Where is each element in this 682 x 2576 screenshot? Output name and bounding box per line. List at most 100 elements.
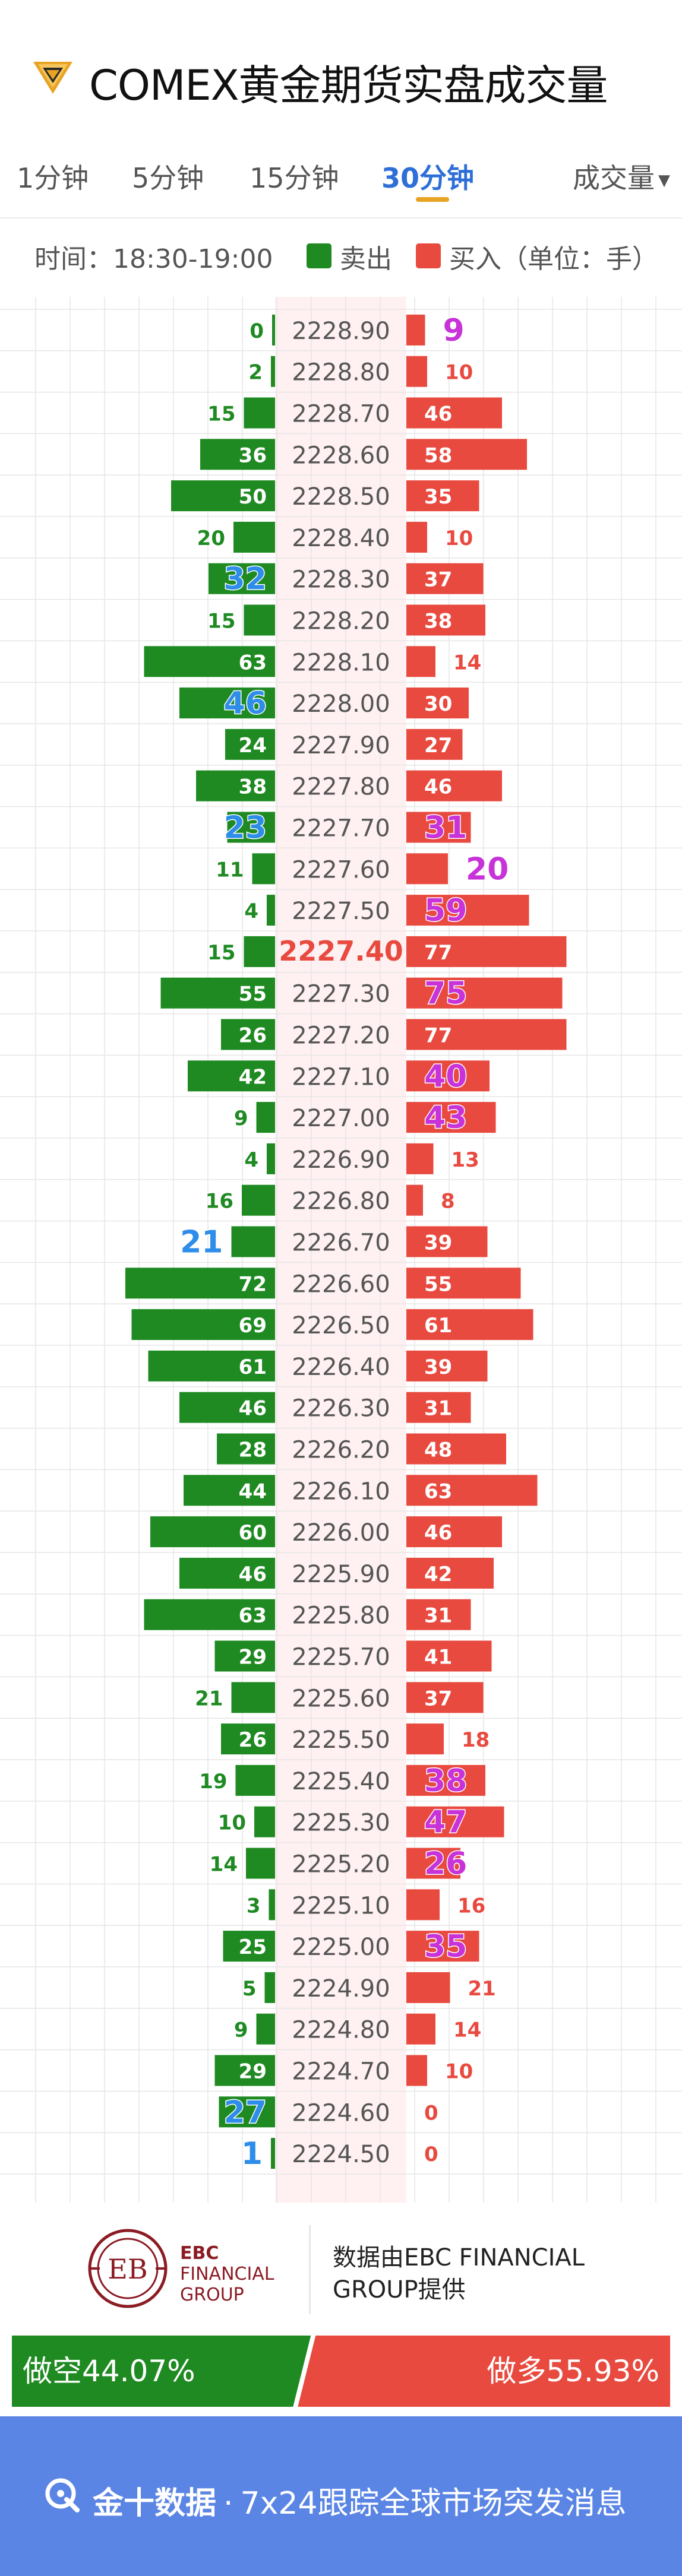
sell-value-label: 15 (207, 941, 235, 965)
buy-bar (406, 1102, 496, 1133)
price-label: 2225.80 (292, 1602, 390, 1630)
sell-bar (160, 977, 275, 1009)
tab-30min[interactable]: 30分钟 (381, 162, 475, 194)
buy-value-label: 37 (424, 1687, 452, 1710)
sell-bar (196, 770, 275, 801)
sell-value-label: 26 (239, 1728, 267, 1752)
price-label: 2225.40 (292, 1768, 390, 1795)
sell-bar (221, 1019, 275, 1050)
sell-value-label: 4 (244, 1148, 258, 1172)
buy-value-label: 38 (424, 610, 452, 633)
sell-bar (227, 812, 275, 843)
price-label: 2227.00 (292, 1105, 390, 1132)
chart-legend: 时间：18:30-19:00 卖出 买入（单位：手） (0, 224, 682, 284)
divider (0, 217, 682, 218)
buy-value-label: 38 (424, 1763, 467, 1799)
buy-value-label: 9 (443, 313, 465, 348)
sell-bar (271, 2138, 275, 2169)
buy-bar (406, 1640, 492, 1672)
sell-value-label: 0 (250, 319, 264, 343)
sell-value-label: 5 (242, 1977, 257, 2001)
sell-bar (179, 687, 275, 719)
sort-select[interactable]: 成交量 ▼ (573, 157, 670, 196)
provided-by: 数据由EBC FINANCIAL GROUP提供 (333, 2244, 585, 2303)
buy-value-label: 77 (424, 941, 452, 965)
sell-value-label: 44 (239, 1479, 267, 1503)
footer: 金十数据 · 7x24跟踪全球市场突发消息 (0, 2416, 682, 2576)
buy-value-label: 13 (451, 1148, 479, 1172)
buy-value-label: 35 (424, 485, 452, 509)
price-label: 2225.20 (292, 1851, 390, 1878)
buy-value-label: 21 (468, 1977, 496, 2001)
sell-bar (214, 1640, 275, 1672)
sell-value-label: 63 (239, 1604, 267, 1628)
price-label: 2228.20 (292, 608, 390, 635)
footer-brand: 金十数据 (93, 2486, 217, 2521)
price-label: 2228.10 (292, 649, 390, 676)
price-label: 2225.10 (292, 1892, 390, 1919)
tab-15min[interactable]: 15分钟 (250, 162, 339, 194)
price-band (275, 297, 406, 2203)
buy-bar (406, 439, 527, 470)
buy-value-label: 0 (424, 2143, 438, 2166)
buy-bar (406, 563, 484, 594)
tab-5min[interactable]: 5分钟 (132, 162, 204, 194)
sell-value-label: 29 (239, 2060, 267, 2084)
buy-value-label: 39 (424, 1231, 452, 1255)
price-label: 2225.00 (292, 1934, 390, 1961)
sell-value-label: 23 (224, 810, 267, 846)
price-label: 2227.10 (292, 1063, 390, 1091)
price-label: 2224.70 (292, 2058, 390, 2086)
price-label: 2226.10 (292, 1478, 390, 1505)
sell-legend-label: 卖出 (340, 244, 392, 274)
sell-value-label: 25 (239, 1935, 267, 1959)
tab-1min[interactable]: 1分钟 (17, 162, 89, 194)
sell-value-label: 61 (239, 1355, 267, 1379)
buy-bar (406, 1392, 471, 1423)
buy-bar (406, 1557, 494, 1589)
buy-bar (406, 1060, 490, 1092)
buy-value-label: 40 (424, 1059, 467, 1094)
buy-value-label: 75 (424, 976, 467, 1012)
price-label: 2225.30 (292, 1810, 390, 1837)
sell-bar (171, 480, 275, 512)
short-segment (12, 2336, 311, 2407)
buy-value-label: 58 (424, 443, 452, 467)
sell-value-label: 4 (244, 899, 258, 923)
sell-value-label: 72 (239, 1272, 267, 1296)
buy-value-label: 35 (424, 1929, 467, 1965)
buy-value-label: 14 (453, 2019, 481, 2042)
sell-bar (244, 604, 275, 636)
sell-value-label: 2 (248, 361, 263, 385)
sell-bar (272, 314, 275, 346)
buy-bar (406, 1309, 533, 1341)
sell-bar (256, 1102, 275, 1133)
buy-value-label: 10 (445, 527, 473, 550)
sell-bar (252, 853, 275, 885)
sell-bar (188, 1060, 275, 1092)
sell-value-label: 24 (239, 734, 267, 758)
buy-value-label: 20 (466, 851, 509, 887)
buy-bar (406, 1764, 485, 1796)
price-label: 2228.80 (292, 359, 390, 386)
ebc-name: EBC (180, 2243, 219, 2264)
sell-swatch (307, 243, 331, 268)
sell-value-label: 60 (239, 1521, 267, 1545)
jin10-q-icon (45, 2478, 80, 2512)
price-label: 2226.70 (292, 1230, 390, 1257)
buy-value-label: 8 (441, 1190, 455, 1213)
active-tab-indicator (416, 197, 449, 202)
price-label: 2226.90 (292, 1146, 390, 1174)
sell-value-label: 26 (239, 1024, 267, 1048)
price-label: 2224.50 (292, 2141, 390, 2168)
sell-bar (131, 1309, 275, 1341)
price-label: 2228.50 (292, 483, 390, 511)
buy-value-label: 46 (424, 403, 452, 426)
buy-bar (406, 1143, 434, 1174)
buy-bar (406, 895, 529, 926)
sell-bar (231, 1682, 275, 1713)
sell-value-label: 21 (180, 1225, 223, 1260)
buy-bar (406, 1723, 444, 1755)
sell-value-label: 46 (239, 1563, 267, 1586)
buy-value-label: 46 (424, 775, 452, 799)
